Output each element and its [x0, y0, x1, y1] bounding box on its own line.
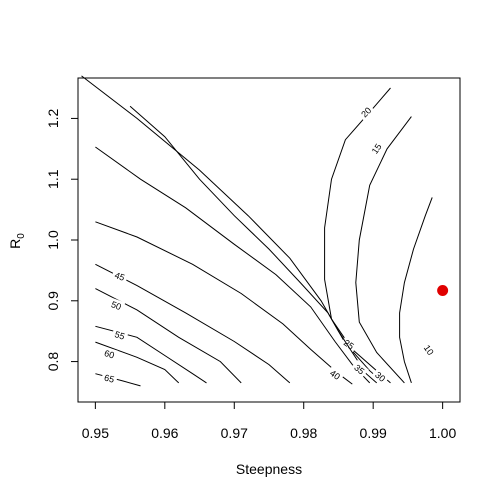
x-axis: 0.95 0.96 0.97 0.98 0.99 1.00 — [82, 401, 456, 441]
y-tick-label: 1.2 — [45, 108, 61, 128]
contour-label-bg — [420, 340, 438, 360]
contour-65: 65 — [95, 370, 141, 387]
contour-45: 45 — [95, 263, 291, 384]
contour-30: 30 — [81, 75, 390, 386]
y-tick-label: 1.1 — [45, 169, 61, 189]
y-axis-label: R0 — [7, 233, 27, 249]
x-tick-label: 0.98 — [290, 425, 317, 441]
contour-line-40 — [95, 221, 353, 385]
contour-label-55: 55 — [113, 329, 126, 342]
highlight-point — [437, 284, 449, 296]
x-tick-label: 1.00 — [429, 425, 456, 441]
x-axis-label: Steepness — [236, 461, 302, 477]
x-tick-label: 0.99 — [360, 425, 387, 441]
contour-line-25 — [129, 105, 384, 384]
highlight-points — [437, 284, 449, 296]
contour-35: 35 — [95, 146, 371, 384]
contour-label-bg — [371, 367, 390, 386]
contour-label-bg — [325, 365, 345, 384]
contour-40: 40 — [95, 221, 353, 385]
contour-label-bg — [356, 102, 376, 122]
contour-line-60 — [95, 341, 180, 384]
contour-label-bg — [367, 139, 386, 158]
contour-label-45: 45 — [113, 270, 126, 283]
contour-label-bg — [100, 346, 119, 362]
x-tick-label: 0.95 — [82, 425, 109, 441]
x-tick-label: 0.97 — [221, 425, 248, 441]
contour-label-50: 50 — [110, 299, 123, 312]
contour-label-35: 35 — [352, 362, 366, 376]
contour-label-30: 30 — [373, 370, 387, 384]
x-tick-label: 0.96 — [151, 425, 178, 441]
y-tick-label: 0.9 — [45, 291, 61, 311]
contour-label-10: 10 — [422, 343, 436, 357]
contour-line-20 — [324, 87, 391, 384]
contour-50: 50 — [95, 288, 242, 384]
y-axis-label-subscript: 0 — [16, 233, 27, 239]
contour-label-15: 15 — [370, 142, 384, 156]
contour-label-40: 40 — [328, 368, 342, 382]
contour-10: 10 — [399, 197, 438, 384]
contour-15: 15 — [355, 116, 412, 384]
contour-label-bg — [110, 268, 129, 284]
contour-line-15 — [355, 116, 412, 384]
y-tick-label: 0.8 — [45, 352, 61, 372]
y-axis-label-main: R — [7, 239, 23, 249]
y-tick-label: 1.0 — [45, 230, 61, 250]
contour-label-65: 65 — [103, 372, 115, 384]
contour-20: 20 — [324, 87, 391, 384]
contour-label-bg — [110, 327, 129, 343]
y-axis: 0.8 0.9 1.0 1.1 1.2 — [45, 108, 79, 372]
contour-label-60: 60 — [103, 348, 116, 361]
contour-label-bg — [100, 370, 119, 386]
contour-line-45 — [95, 263, 291, 384]
contour-60: 60 — [95, 341, 180, 384]
contour-55: 55 — [95, 325, 207, 384]
contour-label-bg — [350, 360, 369, 379]
contour-line-35 — [95, 146, 371, 384]
contour-label-bg — [107, 297, 126, 313]
contour-line-10 — [399, 197, 433, 384]
